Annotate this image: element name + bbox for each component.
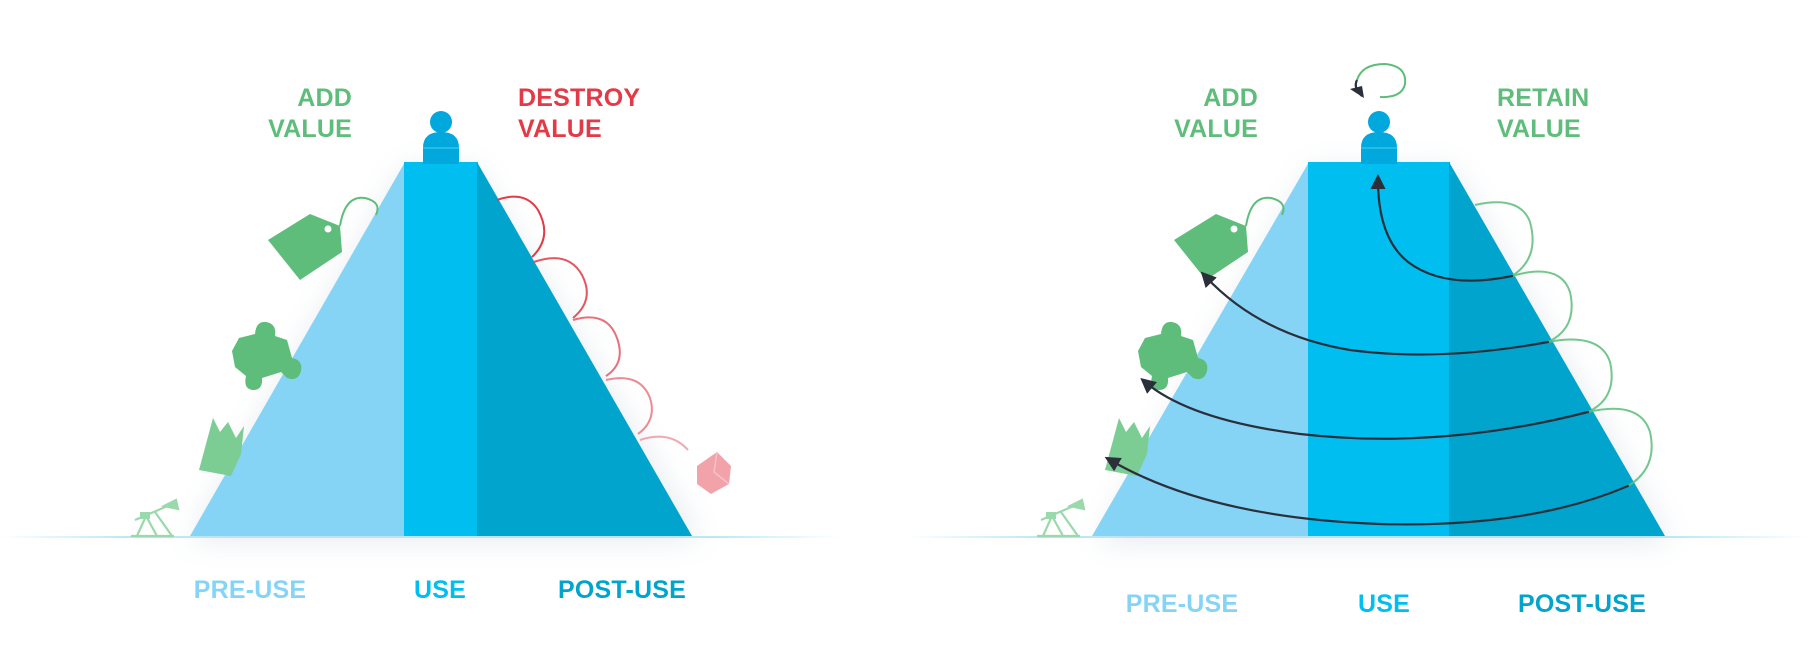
- return-arrow-2: [1200, 271, 1550, 356]
- left-stage-pre-use: PRE-USE: [194, 576, 307, 604]
- return-arrow-3: [1140, 378, 1590, 440]
- return-arrow-1: [1370, 173, 1514, 282]
- left-person-icon: [423, 111, 459, 164]
- right-diagram: ADD VALUE RETAIN VALUE PRE-USE USE POST-…: [905, 62, 1809, 618]
- left-destroy-value-line1: DESTROY: [518, 84, 640, 112]
- broken-cube-icon: [697, 451, 731, 494]
- puzzle-piece-icon: [232, 321, 302, 390]
- right-pre-use-section: [1092, 162, 1309, 536]
- right-stage-use: USE: [1358, 590, 1410, 618]
- right-person-icon: [1361, 111, 1397, 164]
- right-stage-post-use: POST-USE: [1518, 590, 1646, 618]
- right-add-value-line1: ADD: [1203, 84, 1258, 112]
- oil-pump-icon: [131, 498, 180, 538]
- retain-value-loops: [1474, 201, 1653, 487]
- right-use-section: [1308, 162, 1450, 536]
- right-retain-value-line2: VALUE: [1497, 115, 1581, 143]
- oil-pump-icon: [1037, 498, 1086, 538]
- destroy-value-loops: [496, 195, 689, 451]
- left-post-use-section: [477, 162, 692, 536]
- left-add-value-line1: ADD: [297, 84, 352, 112]
- return-arrow-4: [1104, 456, 1630, 526]
- right-add-value-line2: VALUE: [1174, 115, 1258, 143]
- return-arrows: [1104, 173, 1630, 526]
- left-pre-use-section: [190, 162, 405, 536]
- left-destroy-value-line2: VALUE: [518, 115, 602, 143]
- cycle-arrow-icon: [1350, 62, 1407, 99]
- left-add-value-line2: VALUE: [268, 115, 352, 143]
- factory-icon: [199, 418, 244, 476]
- left-use-section: [404, 162, 478, 536]
- right-post-use-section: [1449, 162, 1665, 536]
- puzzle-piece-icon: [1138, 321, 1208, 390]
- price-tag-icon: [1174, 196, 1285, 280]
- left-stage-use: USE: [414, 576, 466, 604]
- left-diagram: ADD VALUE DESTROY VALUE PRE-USE USE POST…: [0, 84, 840, 604]
- price-tag-icon: [268, 196, 379, 280]
- left-stage-post-use: POST-USE: [558, 576, 686, 604]
- right-retain-value-line1: RETAIN: [1497, 84, 1589, 112]
- right-stage-pre-use: PRE-USE: [1126, 590, 1239, 618]
